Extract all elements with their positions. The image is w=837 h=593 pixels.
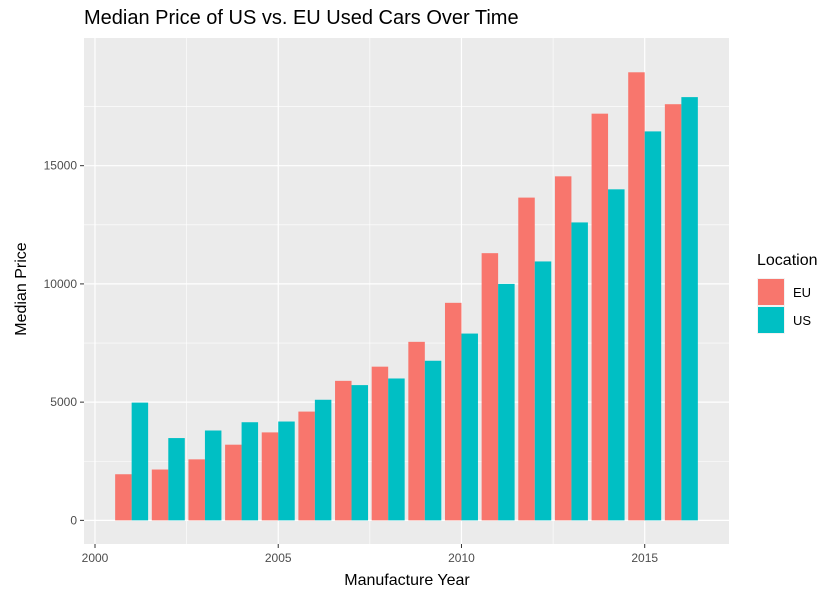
bar-us-2013 <box>571 222 588 521</box>
x-tick-label: 2010 <box>448 551 475 565</box>
y-tick-label: 5000 <box>50 395 77 409</box>
bar-us-2007 <box>351 385 369 521</box>
bar-us-2014 <box>608 189 625 521</box>
bar-eu-2005 <box>261 432 279 521</box>
bar-us-2012 <box>534 261 552 521</box>
bars <box>115 72 698 521</box>
y-tick-label: 15000 <box>44 159 78 173</box>
bar-eu-2011 <box>481 253 499 521</box>
legend-key-us <box>758 307 784 333</box>
bar-us-2002 <box>168 438 185 521</box>
bar-eu-2008 <box>371 366 389 521</box>
bar-us-2001 <box>131 402 149 521</box>
bar-eu-2003 <box>188 459 205 521</box>
legend-title: Location <box>757 252 818 269</box>
x-tick-label: 2000 <box>82 551 109 565</box>
bar-us-2008 <box>388 378 405 521</box>
x-axis-title: Manufacture Year <box>344 572 470 589</box>
bar-us-2016 <box>681 97 698 521</box>
bar-eu-2006 <box>298 411 315 521</box>
y-axis-title: Median Price <box>13 242 30 335</box>
bar-eu-2012 <box>518 197 535 521</box>
bar-eu-2001 <box>115 474 132 521</box>
x-tick-label: 2005 <box>265 551 292 565</box>
bar-us-2009 <box>424 360 442 521</box>
bar-eu-2010 <box>444 302 462 521</box>
legend: Location EU US <box>757 252 818 334</box>
bar-eu-2007 <box>335 380 352 521</box>
bar-us-2003 <box>204 430 222 521</box>
bar-eu-2015 <box>628 72 645 521</box>
bar-us-2010 <box>461 333 478 521</box>
bar-us-2006 <box>314 399 332 521</box>
x-axis: 2000 2005 2010 2015 <box>82 544 658 565</box>
y-axis: 0 5000 10000 15000 <box>44 159 84 527</box>
bar-eu-2014 <box>591 113 609 521</box>
y-tick-label: 0 <box>70 513 77 527</box>
bar-us-2004 <box>241 422 259 521</box>
bar-us-2011 <box>498 283 515 521</box>
legend-label-us: US <box>793 313 811 328</box>
bar-eu-2016 <box>664 104 682 521</box>
bar-us-2015 <box>644 131 662 521</box>
legend-label-eu: EU <box>793 285 811 300</box>
bar-eu-2013 <box>554 176 572 521</box>
y-tick-label: 10000 <box>44 277 78 291</box>
bar-eu-2002 <box>151 469 169 521</box>
bar-eu-2004 <box>225 444 242 521</box>
legend-key-eu <box>758 279 784 305</box>
bar-us-2005 <box>278 421 295 521</box>
x-tick-label: 2015 <box>631 551 658 565</box>
chart-title: Median Price of US vs. EU Used Cars Over… <box>84 7 519 29</box>
bar-eu-2009 <box>408 341 425 521</box>
